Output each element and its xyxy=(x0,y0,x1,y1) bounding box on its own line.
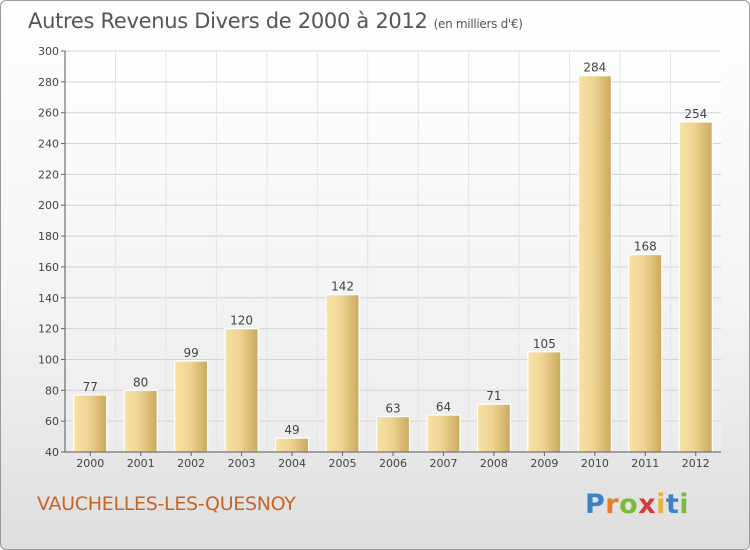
y-tick-label: 220 xyxy=(38,168,59,181)
x-tick-label: 2012 xyxy=(682,457,710,470)
bar-2012 xyxy=(678,121,713,453)
bar-2005 xyxy=(325,294,360,453)
bar-value-label: 71 xyxy=(486,389,501,403)
bar-value-label: 49 xyxy=(284,423,299,437)
x-tick-label: 2009 xyxy=(530,457,558,470)
y-tick-label: 280 xyxy=(38,76,59,89)
x-tick-label: 2002 xyxy=(177,457,205,470)
proxiti-logo: Proxiti xyxy=(585,489,690,520)
chart-title-text: Autres Revenus Divers de 2000 à 2012 xyxy=(28,9,428,33)
y-tick-label: 200 xyxy=(38,199,59,212)
x-tick-label: 2003 xyxy=(228,457,256,470)
bar-value-label: 63 xyxy=(385,402,400,416)
bar-2011 xyxy=(628,253,663,453)
x-tick-label: 2010 xyxy=(581,457,609,470)
y-tick-label: 80 xyxy=(45,384,59,397)
bar-2000 xyxy=(73,394,108,453)
x-tick-label: 2005 xyxy=(329,457,357,470)
y-tick-label: 120 xyxy=(38,323,59,336)
chart-unit: (en milliers d'€) xyxy=(433,17,523,31)
bar-value-label: 120 xyxy=(230,314,253,328)
bar-value-label: 77 xyxy=(83,380,98,394)
y-tick-label: 160 xyxy=(38,261,59,274)
bar-2010 xyxy=(577,75,612,453)
x-tick-label: 2004 xyxy=(278,457,306,470)
x-tick-label: 2000 xyxy=(76,457,104,470)
y-tick-label: 140 xyxy=(38,292,59,305)
bar-2009 xyxy=(527,351,562,453)
bar-value-label: 142 xyxy=(331,280,354,294)
bar-2003 xyxy=(224,328,259,453)
x-tick-label: 2007 xyxy=(429,457,457,470)
bar-value-label: 99 xyxy=(184,346,199,360)
y-tick-label: 100 xyxy=(38,353,59,366)
bar-2001 xyxy=(123,389,158,453)
bar-value-label: 105 xyxy=(533,337,556,351)
bar-value-label: 64 xyxy=(436,400,451,414)
bar-2008 xyxy=(476,403,512,453)
commune-name: VAUCHELLES-LES-QUESNOY xyxy=(37,493,296,515)
bar-value-label: 254 xyxy=(684,107,707,121)
plot-area xyxy=(65,51,721,452)
x-tick-label: 2001 xyxy=(127,457,155,470)
y-tick-label: 60 xyxy=(45,415,59,428)
x-tick-label: 2008 xyxy=(480,457,508,470)
grid-lines xyxy=(65,50,721,453)
y-tick-label: 260 xyxy=(38,107,59,120)
x-tick-label: 2006 xyxy=(379,457,407,470)
bar-2007 xyxy=(426,414,461,453)
axes: 40 60 80 100 120 140 160 180 200 220 240 260 280 300 2… xyxy=(38,45,721,470)
y-tick-label: 180 xyxy=(38,230,59,243)
bar-value-label: 168 xyxy=(634,240,657,254)
y-tick-label: 240 xyxy=(38,138,59,151)
y-tick-label: 40 xyxy=(45,446,59,459)
bar-2006 xyxy=(375,415,411,453)
y-tick-label: 300 xyxy=(38,45,59,58)
bars: 77 80 99 120 49 142 63 64 71 105 284 168 254 xyxy=(73,61,713,453)
bar-value-label: 284 xyxy=(583,61,606,75)
bar-2002 xyxy=(174,360,209,453)
chart-title: Autres Revenus Divers de 2000 à 2012 (en … xyxy=(28,9,523,33)
bar-value-label: 80 xyxy=(133,375,148,389)
x-tick-label: 2011 xyxy=(631,457,659,470)
bar-2004 xyxy=(274,437,310,453)
